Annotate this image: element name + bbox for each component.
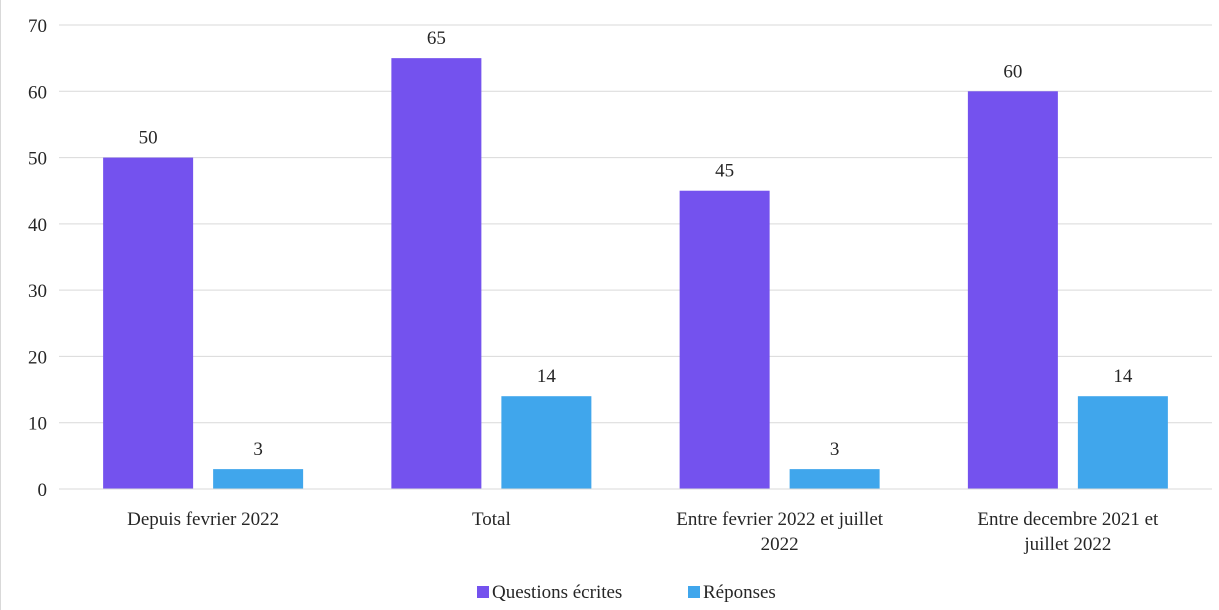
legend-label: Réponses [703, 582, 776, 603]
bar-reponses [1077, 396, 1168, 489]
bar-questions [103, 157, 194, 490]
data-label: 14 [1113, 366, 1133, 387]
legend: Questions écrites Réponses [477, 582, 776, 603]
x-category-label-line: Entre decembre 2021 et [977, 509, 1159, 530]
bar-questions [391, 58, 482, 490]
x-category-label-line: 2022 [761, 534, 799, 555]
data-label: 65 [427, 28, 446, 49]
gridlines [59, 24, 1212, 490]
bar-reponses [501, 396, 592, 489]
y-axis: 0 10 20 30 40 50 60 70 [28, 16, 47, 501]
data-label: 45 [715, 161, 734, 182]
x-category-label-line: Depuis fevrier 2022 [127, 509, 279, 530]
x-category-label: Entre decembre 2021 et juillet 2022 [977, 509, 1159, 555]
bar-reponses [789, 469, 880, 489]
data-label: 3 [253, 439, 263, 460]
y-tick-label: 40 [28, 215, 47, 236]
y-tick-label: 0 [38, 480, 48, 501]
x-category-label: Depuis fevrier 2022 [127, 509, 279, 530]
data-label: 60 [1003, 61, 1022, 82]
y-tick-label: 10 [28, 414, 47, 435]
x-category-label-line: Entre fevrier 2022 et juillet [676, 509, 884, 530]
x-axis: Depuis fevrier 2022 Total Entre fevrier 20… [59, 488, 1212, 555]
y-tick-label: 60 [28, 82, 47, 103]
data-label: 14 [537, 366, 557, 387]
y-tick-label: 20 [28, 347, 47, 368]
y-tick-label: 70 [28, 16, 47, 37]
x-category-label-line: juillet 2022 [1023, 534, 1111, 555]
bar-questions [679, 190, 770, 489]
y-tick-label: 50 [28, 149, 47, 170]
data-label: 50 [139, 128, 158, 149]
bar-reponses [213, 469, 304, 489]
legend-swatch [688, 586, 700, 598]
x-category-label: Total [472, 509, 511, 530]
data-labels: 50 3 65 14 45 3 60 14 [139, 28, 1133, 460]
bar-questions [967, 91, 1058, 490]
y-tick-label: 30 [28, 281, 47, 302]
legend-label: Questions écrites [492, 582, 622, 603]
data-label: 3 [830, 439, 840, 460]
x-category-label-line: Total [472, 509, 511, 530]
legend-swatch [477, 586, 489, 598]
x-category-label: Entre fevrier 2022 et juillet 2022 [676, 509, 884, 555]
bars [103, 58, 1168, 490]
